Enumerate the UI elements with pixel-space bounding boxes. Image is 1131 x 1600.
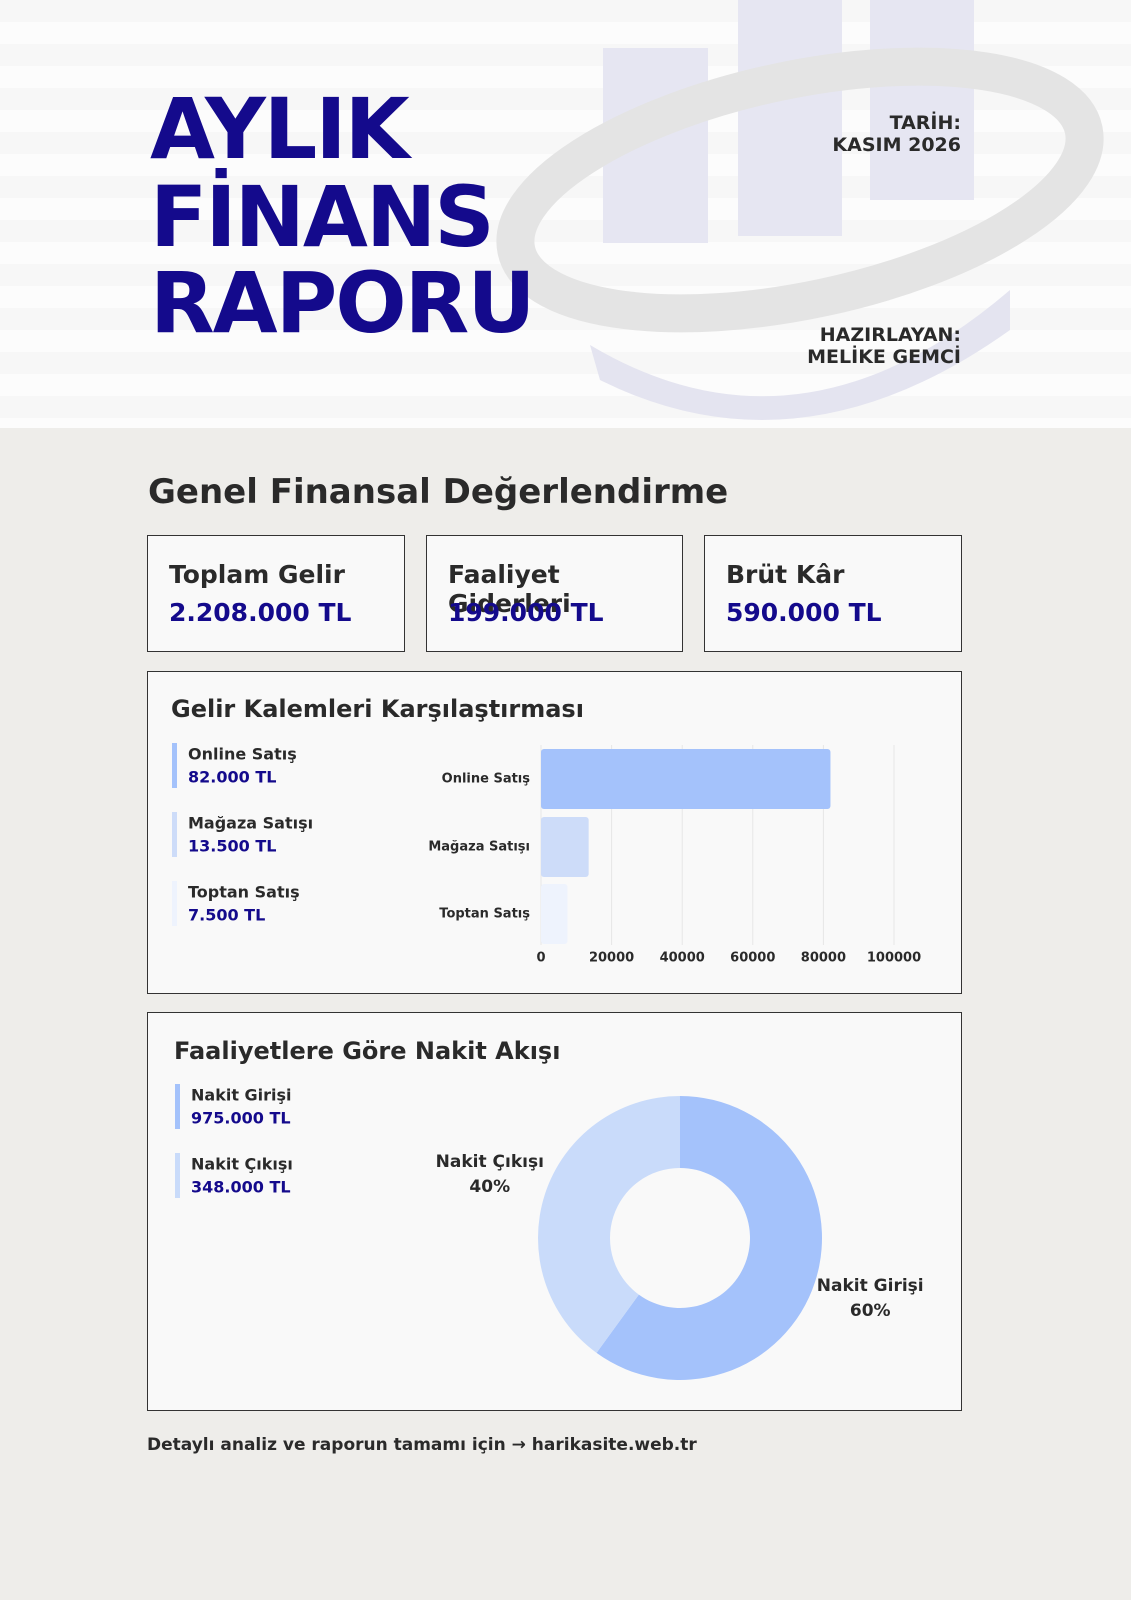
section-title: Genel Finansal Değerlendirme <box>148 472 729 512</box>
pie-card: Faaliyetlere Göre Nakit Akışı <box>147 1012 962 1411</box>
kpi-value: 590.000 TL <box>726 598 882 627</box>
hero: AYLIK FİNANS RAPORU TARİH: KASIM 2026 HA… <box>0 0 1131 428</box>
date: KASIM 2026 <box>832 134 961 156</box>
title-line: FİNANS <box>150 168 495 266</box>
deco-globe <box>590 290 1010 420</box>
kpi-card: Brüt Kâr 590.000 TL <box>704 535 962 652</box>
kpi-value: 199.000 TL <box>448 598 604 627</box>
footer: Detaylı analiz ve raporun tamamı için → … <box>147 1435 697 1455</box>
chart-title: Faaliyetlere Göre Nakit Akışı <box>174 1037 561 1065</box>
kpi-label: Faaliyet Giderleri <box>448 560 571 618</box>
kpi-card: Faaliyet Giderleri 199.000 TL <box>426 535 683 652</box>
deco-bar <box>738 0 842 236</box>
title-line: AYLIK <box>150 80 410 178</box>
chart-title: Gelir Kalemleri Karşılaştırması <box>171 695 584 723</box>
kpi-label: Brüt Kâr <box>726 560 845 589</box>
hero-decoration <box>496 0 1104 420</box>
kpi-label: Toplam Gelir <box>169 560 345 589</box>
title-line: RAPORU <box>150 254 536 352</box>
deco-swoosh <box>496 47 1104 333</box>
kpi-card: Toplam Gelir 2.208.000 TL <box>147 535 405 652</box>
author: MELİKE GEMCİ <box>807 346 961 368</box>
date-label: TARİH: <box>889 112 961 134</box>
kpi-value: 2.208.000 TL <box>169 598 352 627</box>
bar-card: Gelir Kalemleri Karşılaştırması <box>147 671 962 994</box>
author-label: HAZIRLAYAN: <box>819 324 961 346</box>
deco-bar <box>870 0 974 200</box>
